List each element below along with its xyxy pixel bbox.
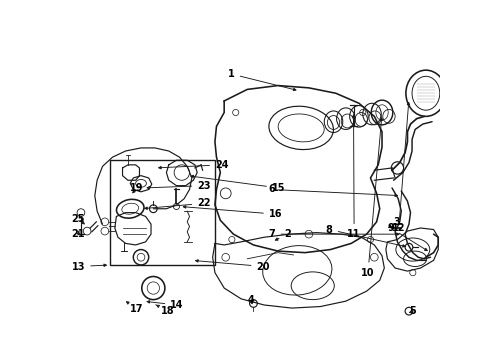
Text: 17: 17 xyxy=(126,302,144,314)
Text: 25: 25 xyxy=(72,214,85,224)
Text: 20: 20 xyxy=(196,260,270,271)
Text: 13: 13 xyxy=(72,261,106,271)
Text: 10: 10 xyxy=(361,118,383,278)
Text: 4: 4 xyxy=(247,294,254,305)
Text: 24: 24 xyxy=(159,160,228,170)
Text: 16: 16 xyxy=(183,206,282,219)
Text: 3: 3 xyxy=(389,217,400,228)
Bar xyxy=(110,160,215,265)
Text: 21: 21 xyxy=(72,229,85,239)
Text: 6: 6 xyxy=(269,184,397,197)
Text: 23: 23 xyxy=(147,181,211,191)
Text: 1: 1 xyxy=(228,69,296,91)
Text: 18: 18 xyxy=(156,305,174,316)
Text: 12: 12 xyxy=(392,102,410,233)
Text: 2: 2 xyxy=(275,229,291,240)
Text: 7: 7 xyxy=(269,229,399,239)
Text: 14: 14 xyxy=(147,300,184,310)
Text: 8: 8 xyxy=(326,225,405,247)
Text: 5: 5 xyxy=(409,306,416,316)
Text: 19: 19 xyxy=(130,183,144,193)
Text: 11: 11 xyxy=(347,115,361,239)
Text: 15: 15 xyxy=(191,175,285,193)
Text: 22: 22 xyxy=(145,198,211,210)
Text: 9: 9 xyxy=(388,223,427,251)
